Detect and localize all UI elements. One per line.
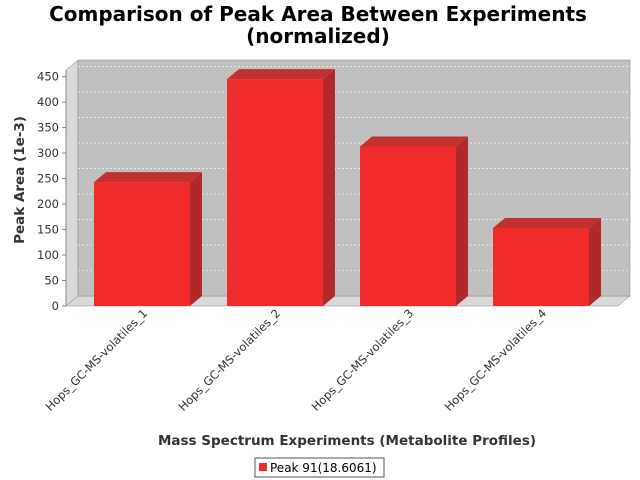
x-axis-ticks: Hops_GC-MS-volatiles_1 Hops_GC-MS-volatil… (43, 306, 549, 413)
bar (360, 136, 468, 306)
legend: Peak 91(18.6061) (254, 457, 385, 478)
bar-top (227, 69, 335, 80)
bar-top (493, 218, 601, 229)
legend-swatch (259, 463, 267, 471)
y-tick-label: 350 (37, 121, 59, 135)
chart-title: Comparison of Peak Area Between Experime… (49, 2, 587, 26)
bar (94, 172, 202, 306)
legend-entry: Peak 91(18.6061) (270, 461, 377, 475)
bar-top (360, 136, 468, 147)
y-tick-label: 100 (37, 248, 59, 262)
x-tick-label: Hops_GC-MS-volatiles_4 (442, 306, 549, 413)
x-tick-label: Hops_GC-MS-volatiles_3 (309, 306, 416, 413)
bar-front (360, 146, 456, 306)
bar (493, 218, 601, 306)
y-tick-label: 250 (37, 172, 59, 186)
x-tick-label: Hops_GC-MS-volatiles_2 (176, 306, 283, 413)
bar-side (323, 69, 335, 307)
bar-side (456, 136, 468, 306)
y-axis: 0 50 100 150 200 250 300 350 400 450 (37, 70, 67, 313)
bar-top (94, 172, 202, 183)
y-tick-label: 0 (52, 299, 59, 313)
legend-box (254, 457, 385, 478)
y-tick-label: 200 (37, 197, 59, 211)
y-tick-label: 50 (44, 274, 59, 288)
chart-subtitle: (normalized) (246, 24, 390, 48)
bars (94, 69, 601, 307)
bar-front (94, 182, 190, 306)
x-axis-label: Mass Spectrum Experiments (Metabolite Pr… (158, 433, 536, 449)
y-tick-label: 450 (37, 70, 59, 84)
bar-front (227, 79, 323, 307)
bar-side (589, 218, 601, 306)
bar-front (493, 228, 589, 306)
y-axis-label: Peak Area (1e-3) (12, 116, 28, 244)
bar (227, 69, 335, 307)
y-tick-label: 150 (37, 223, 59, 237)
plot-left-wall (65, 59, 79, 307)
y-tick-label: 300 (37, 146, 59, 160)
x-tick-label: Hops_GC-MS-volatiles_1 (43, 306, 150, 413)
y-tick-label: 400 (37, 95, 59, 109)
bar-side (190, 172, 202, 306)
